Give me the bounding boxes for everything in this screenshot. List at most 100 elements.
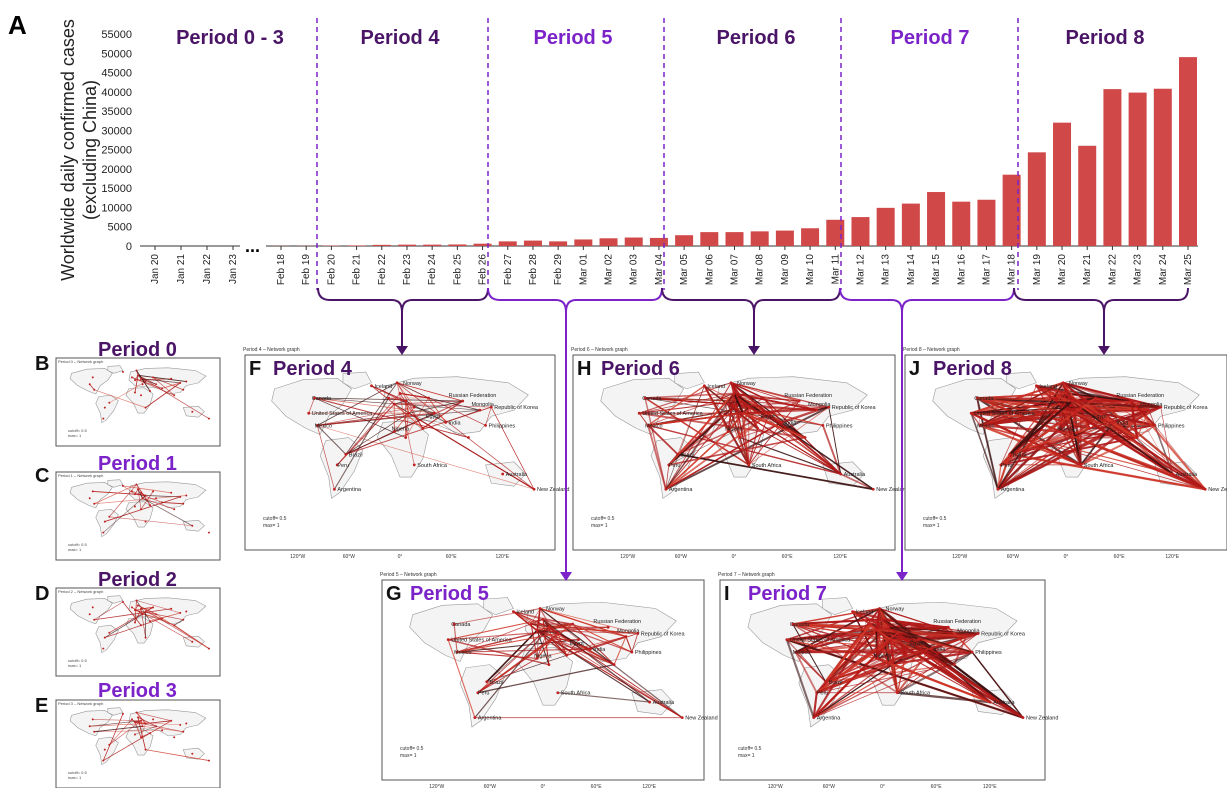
network-edge — [485, 407, 492, 426]
network-node — [1058, 402, 1062, 406]
x-tick-label: Feb 22 — [377, 254, 388, 286]
network-node — [624, 635, 628, 638]
network-edge — [881, 618, 899, 635]
network-node — [768, 411, 771, 415]
network-node — [130, 490, 133, 493]
network-edge — [795, 639, 892, 653]
network-node — [173, 736, 176, 739]
country-label: South Africa — [1084, 463, 1115, 469]
network-node — [996, 487, 1000, 491]
country-label: Republic of Korea — [981, 631, 1026, 637]
bar — [952, 201, 971, 246]
y-tick-label: 10000 — [101, 202, 132, 214]
continent-outline — [182, 635, 205, 648]
network-edge — [1035, 385, 1082, 466]
bar — [977, 199, 996, 246]
lon-tick-label: 60°W — [484, 784, 497, 788]
network-node — [191, 410, 194, 413]
arrowhead-period-7 — [896, 572, 908, 581]
network-node — [851, 610, 854, 613]
bracket-period-7 — [839, 287, 1015, 313]
y-tick-label: 55000 — [101, 29, 132, 41]
continent-outline — [674, 371, 705, 390]
network-edge — [317, 412, 435, 426]
network-node — [732, 392, 736, 395]
map-panel-letter: I — [724, 583, 730, 605]
network-node — [565, 653, 569, 657]
network-node — [1021, 716, 1025, 720]
x-tick-label: Feb 24 — [427, 254, 438, 286]
network-node — [606, 625, 610, 629]
network-edge — [1000, 436, 1138, 466]
network-node — [1153, 423, 1157, 427]
network-edge — [477, 658, 538, 694]
bar — [473, 243, 492, 246]
country-label: Mexico — [977, 423, 994, 429]
network-edge — [94, 601, 124, 621]
network-node — [152, 718, 155, 721]
network-node — [785, 638, 789, 642]
network-edge — [727, 403, 744, 414]
network-node — [161, 387, 164, 390]
network-edge — [136, 600, 151, 622]
bar — [498, 241, 517, 246]
network-edge — [136, 712, 146, 724]
map-caption: Period 2 – Network graph — [58, 589, 103, 594]
x-tick-label: Mar 25 — [1183, 254, 1194, 286]
country-label: Nigeria — [725, 426, 743, 432]
network-node — [455, 650, 459, 654]
country-label: Nigeria — [874, 653, 892, 659]
arrowhead-period-4 — [396, 346, 408, 355]
network-edge — [394, 406, 415, 432]
network-edge — [997, 409, 1150, 490]
network-node — [738, 436, 742, 439]
lon-tick-label: 0° — [880, 784, 885, 788]
network-edge — [345, 406, 492, 455]
bar — [397, 244, 416, 246]
network-edge — [677, 453, 874, 491]
network-edge — [748, 406, 830, 466]
country-label: Mongolia — [471, 402, 494, 408]
network-node — [137, 488, 139, 491]
network-node — [412, 463, 416, 467]
network-edge — [825, 632, 979, 683]
network-edge — [333, 397, 390, 490]
network-node — [1064, 392, 1068, 395]
network-edge — [896, 632, 1024, 719]
network-edge — [572, 623, 633, 653]
network-node — [152, 606, 155, 609]
country-label: Brazil — [349, 452, 363, 458]
panel-e-letter: E — [35, 695, 48, 717]
network-node — [144, 636, 147, 639]
country-label: Mexico — [645, 423, 662, 429]
network-edge — [1059, 400, 1073, 432]
network-node — [791, 622, 795, 626]
network-edge — [136, 712, 172, 722]
country-label: Russian Federation — [449, 393, 497, 399]
network-edge — [954, 651, 973, 665]
bar — [1103, 89, 1122, 247]
lon-tick-label: 0° — [398, 554, 403, 560]
network-node — [135, 483, 138, 486]
network-node — [191, 640, 194, 643]
country-label: Mongolia — [808, 402, 831, 408]
network-edge — [137, 716, 157, 727]
bar — [523, 240, 542, 246]
network-edge — [971, 400, 1072, 414]
network-node — [404, 436, 408, 439]
network-node — [720, 396, 724, 400]
network-node — [141, 383, 144, 386]
network-edge — [405, 397, 429, 438]
network-edge — [422, 400, 464, 429]
network-edge — [665, 385, 705, 490]
network-node — [680, 716, 684, 720]
network-edge — [572, 623, 615, 666]
network-edge — [769, 412, 824, 427]
network-edge — [792, 622, 967, 638]
network-node — [155, 497, 158, 500]
network-node — [556, 691, 560, 695]
network-edge — [677, 412, 744, 456]
network-edge — [155, 614, 210, 649]
bar — [927, 192, 946, 246]
lon-tick-label: 60°W — [823, 784, 836, 788]
